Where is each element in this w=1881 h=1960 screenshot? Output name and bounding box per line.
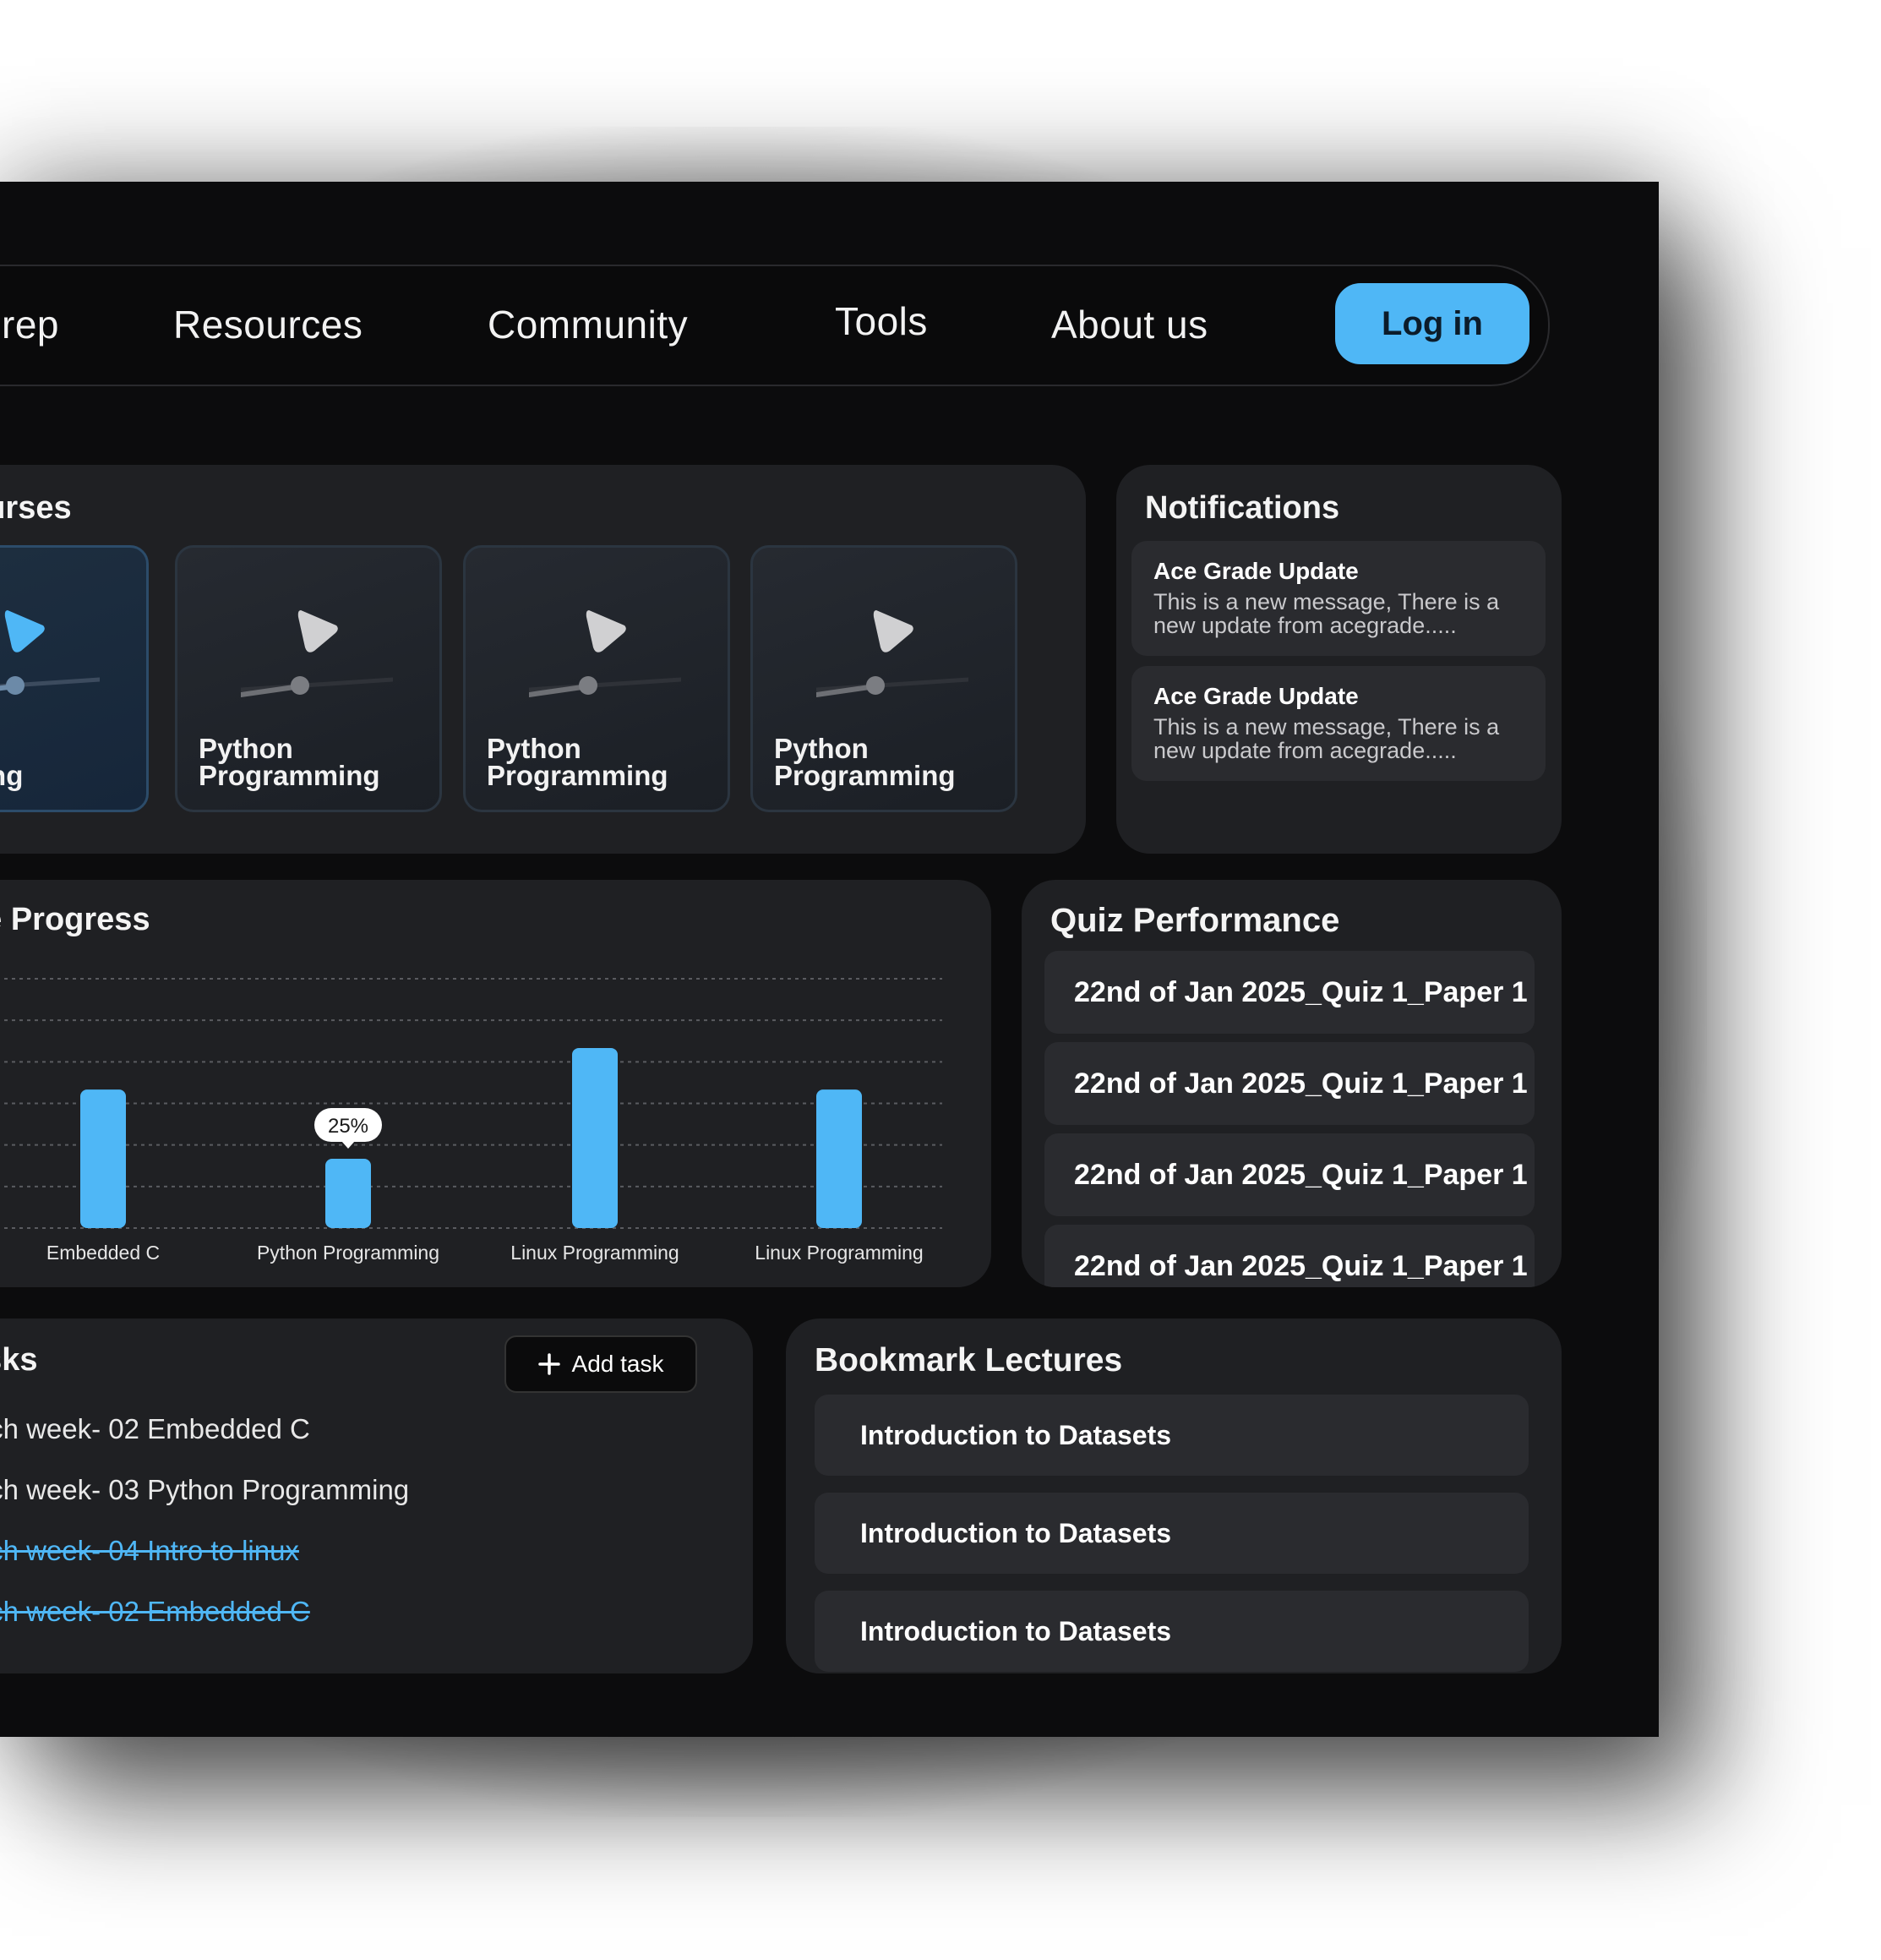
- progress-slider-icon: [241, 676, 393, 697]
- course-label: onramming: [0, 760, 24, 791]
- bookmark-item[interactable]: Introduction to Datasets: [815, 1493, 1529, 1574]
- progress-title: se Progress: [0, 902, 150, 937]
- task-item[interactable]: Vatch week- 02 Embedded C: [0, 1413, 310, 1444]
- nav-item-tools[interactable]: Tools: [835, 299, 928, 343]
- task-item[interactable]: Vatch week- 03 Python Programming: [0, 1474, 410, 1505]
- course-card[interactable]: Python Programming: [463, 545, 730, 812]
- course-card[interactable]: Python Programming: [750, 545, 1017, 812]
- course-label: Python Programming: [487, 733, 668, 791]
- quiz-item[interactable]: 22nd of Jan 2025_Quiz 1_Paper 1: [1044, 1225, 1535, 1287]
- tasks-title: asks: [0, 1342, 38, 1378]
- quiz-item[interactable]: 22nd of Jan 2025_Quiz 1_Paper 1: [1044, 1042, 1535, 1125]
- play-icon: [873, 610, 913, 652]
- login-button[interactable]: Log in: [1335, 283, 1529, 364]
- bookmark-item[interactable]: Introduction to Datasets: [815, 1395, 1529, 1476]
- nav-item-prep[interactable]: rep: [2, 303, 59, 347]
- notification-title: Ace Grade Update: [1153, 558, 1359, 584]
- quiz-item[interactable]: 22nd of Jan 2025_Quiz 1_Paper 1: [1044, 951, 1535, 1034]
- notifications-title: Notifications: [1145, 490, 1340, 526]
- progress-slider-icon: [529, 676, 681, 697]
- bar-category-label: Linux Programming: [755, 1242, 923, 1264]
- bookmark-lectures-panel: Bookmark Lectures Introduction to Datase…: [786, 1318, 1562, 1673]
- courses-title: ourses: [0, 490, 72, 526]
- notification-item[interactable]: Ace Grade Update This is a new message, …: [1131, 541, 1546, 656]
- add-task-button[interactable]: Add task: [504, 1335, 697, 1393]
- nav-item-about-us[interactable]: About us: [1051, 303, 1208, 347]
- bar-category-label: Embedded C: [46, 1242, 160, 1264]
- chart-bar[interactable]: [80, 1089, 126, 1228]
- notification-body: This is a new message, There is a new up…: [1153, 589, 1500, 638]
- progress-slider-icon: [0, 676, 100, 695]
- nav-item-resources[interactable]: Resources: [173, 303, 363, 347]
- course-label: Python Programming: [199, 733, 380, 791]
- bar-category-label: Python Programming: [257, 1242, 439, 1264]
- course-label: Python Programming: [774, 733, 956, 791]
- progress-slider-icon: [816, 676, 968, 697]
- tooltip-text: 25%: [328, 1115, 368, 1138]
- chart-bar[interactable]: [572, 1047, 618, 1228]
- course-card[interactable]: onramming: [0, 545, 149, 812]
- top-nav: rep Resources Community Tools About us L…: [0, 265, 1550, 386]
- course-card[interactable]: Python Programming: [175, 545, 442, 812]
- play-icon: [586, 610, 626, 652]
- notification-item[interactable]: Ace Grade Update This is a new message, …: [1131, 666, 1546, 781]
- task-item-completed[interactable]: Vatch week- 04 Intro to linux: [0, 1535, 299, 1566]
- quiz-title: Quiz Performance: [1050, 902, 1340, 939]
- play-icon: [297, 610, 338, 652]
- add-task-label: Add task: [571, 1351, 664, 1377]
- task-item-completed[interactable]: Vatch week- 02 Embedded C: [0, 1596, 310, 1627]
- notifications-panel: Notifications Ace Grade Update This is a…: [1116, 465, 1562, 854]
- chart-bar[interactable]: [816, 1089, 862, 1228]
- progress-chart: Embedded C Python Programming Linux Progra…: [0, 978, 942, 1264]
- tasks-panel: asks Add task Vatch week- 02 Embedded C …: [0, 1318, 753, 1673]
- notification-title: Ace Grade Update: [1153, 683, 1359, 709]
- chart-bar[interactable]: [325, 1159, 371, 1228]
- app-screen: rep Resources Community Tools About us L…: [0, 182, 1659, 1737]
- bookmarks-title: Bookmark Lectures: [815, 1342, 1123, 1379]
- notification-body: This is a new message, There is a new up…: [1153, 714, 1500, 763]
- plus-icon: [537, 1353, 560, 1375]
- course-progress-panel: se Progress Embedded C Python Programming…: [0, 880, 991, 1287]
- quiz-performance-panel: Quiz Performance 22nd of Jan 2025_Quiz 1…: [1022, 880, 1562, 1287]
- nav-item-community[interactable]: Community: [488, 303, 689, 347]
- bar-tooltip: 25%: [314, 1108, 382, 1149]
- play-icon: [4, 610, 45, 652]
- bar-category-label: Linux Programming: [510, 1242, 679, 1264]
- bookmark-item[interactable]: Introduction to Datasets: [815, 1591, 1529, 1672]
- quiz-item[interactable]: 22nd of Jan 2025_Quiz 1_Paper 1: [1044, 1133, 1535, 1216]
